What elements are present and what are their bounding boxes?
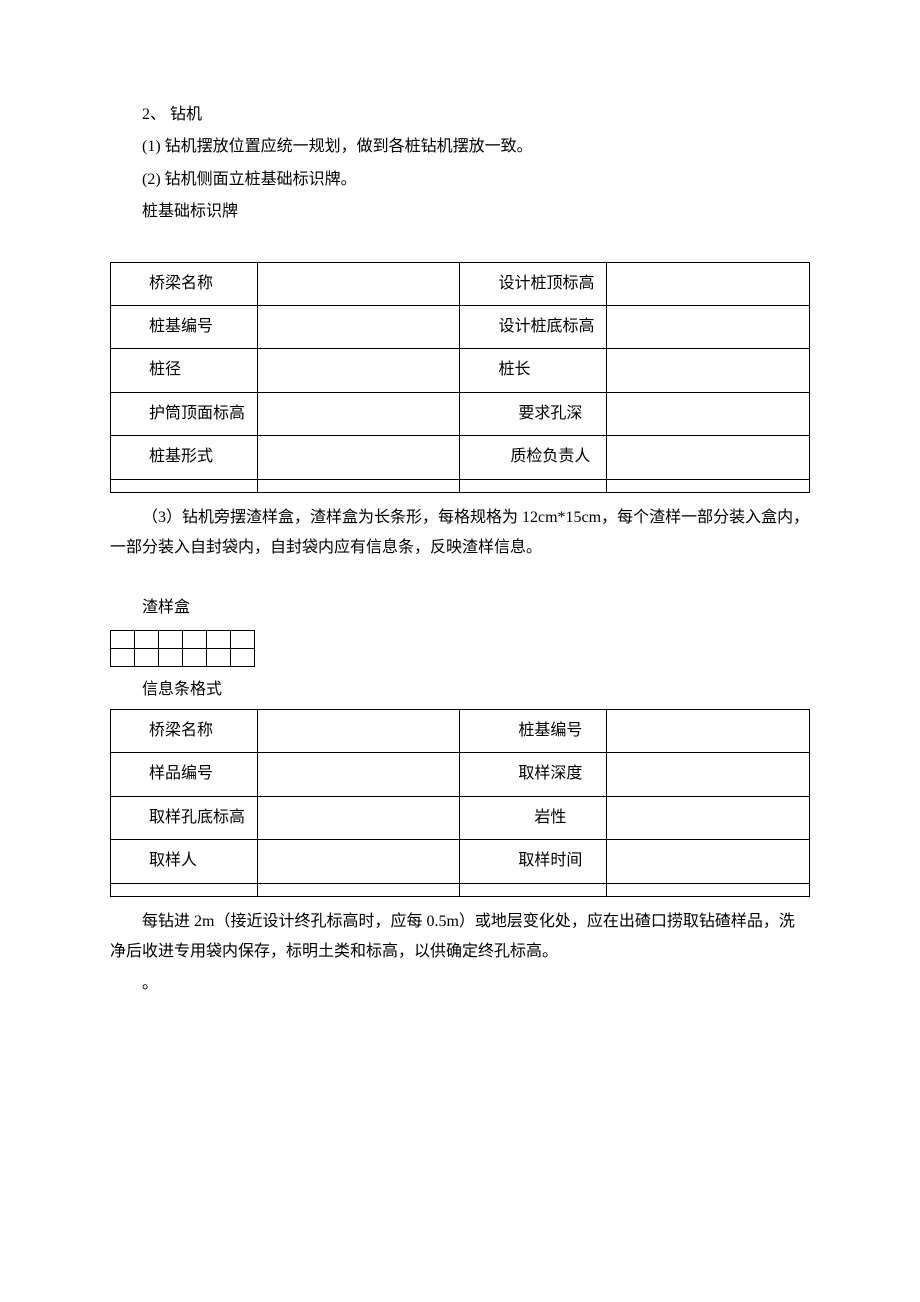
cell-bridge-name-value [257,710,460,753]
cell-sample-no-label: 样品编号 [111,753,258,796]
table-row [111,630,255,648]
table-row: 样品编号 取样深度 [111,753,810,796]
cell-sampler-value [257,840,460,883]
box-cell [159,648,183,666]
cell-sample-time-value [607,840,810,883]
table-row: 桥梁名称 桩基编号 [111,710,810,753]
cell-hole-bottom-elev-label: 取样孔底标高 [111,796,258,839]
cell-inspector-label: 质检负责人 [460,436,607,479]
box-cell [111,630,135,648]
table-row: 桩基编号 设计桩底标高 [111,305,810,348]
cell-length-label: 桩长 [460,349,607,392]
cell-hole-depth-label: 要求孔深 [460,392,607,435]
box-cell [207,630,231,648]
cell-pile-no-value [257,305,460,348]
box-cell [231,630,255,648]
cell-empty [257,479,460,492]
cell-sampler-label: 取样人 [111,840,258,883]
para-drilling: 每钻进 2m（接近设计终孔标高时，应每 0.5m）或地层变化处，应在出碴口捞取钻… [110,907,810,968]
cell-hole-bottom-elev-value [257,796,460,839]
table-row [111,479,810,492]
table-row: 桩基形式 质检负责人 [111,436,810,479]
item-2: (2) 钻机侧面立桩基础标识牌。 [110,165,810,195]
table-row: 桥梁名称 设计桩顶标高 [111,262,810,305]
cell-empty [460,883,607,896]
pile-sign-table: 桥梁名称 设计桩顶标高 桩基编号 设计桩底标高 桩径 桩长 护筒顶面标高 要求孔… [110,262,810,493]
label-sign: 桩基础标识牌 [110,197,810,227]
box-cell [135,648,159,666]
cell-pile-type-label: 桩基形式 [111,436,258,479]
box-cell [183,630,207,648]
cell-bridge-name-label: 桥梁名称 [111,262,258,305]
heading-drill: 2、 钻机 [110,100,810,130]
table-row: 桩径 桩长 [111,349,810,392]
table-row [111,883,810,896]
cell-casing-elev-value [257,392,460,435]
info-strip-table: 桥梁名称 桩基编号 样品编号 取样深度 取样孔底标高 岩性 取样人 取样时间 [110,709,810,897]
table-row: 取样人 取样时间 [111,840,810,883]
cell-length-value [607,349,810,392]
cell-bottom-elev-value [607,305,810,348]
cell-empty [607,479,810,492]
cell-diameter-value [257,349,460,392]
box-cell [231,648,255,666]
table-row [111,648,255,666]
table-row: 护筒顶面标高 要求孔深 [111,392,810,435]
sample-box-grid [110,630,255,667]
label-sample-box: 渣样盒 [110,593,810,623]
cell-empty [111,479,258,492]
cell-sample-depth-label: 取样深度 [460,753,607,796]
box-cell [207,648,231,666]
box-cell [111,648,135,666]
cell-pile-no-label: 桩基编号 [111,305,258,348]
cell-sample-time-label: 取样时间 [460,840,607,883]
cell-pile-type-value [257,436,460,479]
cell-bridge-name-label: 桥梁名称 [111,710,258,753]
cell-bridge-name-value [257,262,460,305]
cell-pile-no-value [607,710,810,753]
cell-top-elev-value [607,262,810,305]
cell-diameter-label: 桩径 [111,349,258,392]
label-info-format: 信息条格式 [110,675,810,705]
box-cell [183,648,207,666]
cell-casing-elev-label: 护筒顶面标高 [111,392,258,435]
box-cell [135,630,159,648]
cell-inspector-value [607,436,810,479]
table-row: 取样孔底标高 岩性 [111,796,810,839]
box-cell [159,630,183,648]
cell-empty [257,883,460,896]
item-3: （3）钻机旁摆渣样盒，渣样盒为长条形，每格规格为 12cm*15cm，每个渣样一… [110,503,810,564]
cell-bottom-elev-label: 设计桩底标高 [460,305,607,348]
cell-sample-depth-value [607,753,810,796]
cell-empty [607,883,810,896]
cell-empty [460,479,607,492]
cell-lithology-label: 岩性 [460,796,607,839]
cell-top-elev-label: 设计桩顶标高 [460,262,607,305]
item-1: (1) 钻机摆放位置应统一规划，做到各桩钻机摆放一致。 [110,132,810,162]
cell-hole-depth-value [607,392,810,435]
cell-empty [111,883,258,896]
trailing-dot: 。 [110,969,810,999]
cell-pile-no-label: 桩基编号 [460,710,607,753]
cell-lithology-value [607,796,810,839]
cell-sample-no-value [257,753,460,796]
